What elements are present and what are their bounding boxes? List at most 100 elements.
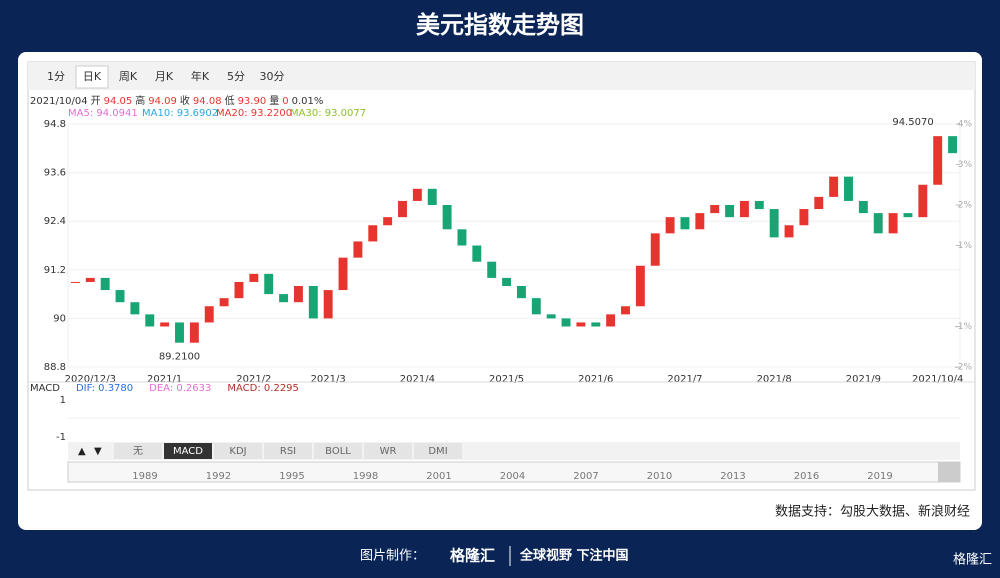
macd-label: DIF: 0.3780 (76, 383, 133, 394)
timeline-label: 2007 (573, 471, 598, 482)
ma-label: MA20: 93.2200 (216, 108, 292, 119)
candle (621, 306, 630, 315)
footer-logo: 格隆汇 (953, 552, 992, 568)
candle (145, 314, 155, 327)
x-tick-label: 2021/1 (147, 374, 182, 385)
next-button[interactable]: ▼ (94, 446, 102, 457)
footer-brand: 格隆汇 (450, 547, 495, 565)
candle (873, 213, 883, 234)
indicator-tab (114, 443, 162, 459)
candle (204, 306, 214, 323)
quote-item: 低 (225, 94, 235, 107)
candle (398, 200, 407, 218)
candle (635, 265, 645, 307)
indicator-tab-label[interactable]: DMI (428, 446, 447, 457)
candle (338, 257, 348, 291)
quote-item: 收 (180, 94, 190, 107)
y2-tick-label: 4% (958, 120, 973, 130)
indicator-tab-active (164, 443, 212, 459)
candle (487, 261, 497, 278)
x-tick-label: 2021/10/4 (912, 374, 963, 385)
tab[interactable]: 1分 (47, 70, 65, 83)
candle (561, 318, 571, 327)
indicator-tab-label[interactable]: KDJ (229, 446, 246, 457)
title: 美元指数走势图 (416, 11, 584, 39)
candle (814, 196, 824, 210)
candle (531, 298, 541, 315)
quote-item: 2021/10/04 (30, 96, 88, 107)
quote-item: 94.09 (148, 96, 177, 107)
macd-label: DEA: 0.2633 (149, 383, 211, 394)
source: 数据支持：勾股大数据、新浪财经 (775, 504, 970, 520)
candle (115, 290, 125, 303)
candle (502, 277, 512, 286)
ma-label: MA5: 94.0941 (68, 108, 138, 119)
indicator-tab (214, 443, 262, 459)
ma-label: MA10: 93.6902 (142, 108, 218, 119)
y2-tick-label: 2% (958, 201, 973, 211)
tab[interactable]: 日K (83, 70, 102, 83)
candle (710, 205, 720, 214)
candle (650, 233, 660, 266)
candle (85, 277, 95, 282)
prev-button[interactable]: ▲ (78, 446, 86, 457)
y-tick-label: 93.6 (44, 168, 66, 179)
candle (799, 209, 809, 226)
macd-tick: 1 (60, 395, 66, 406)
indicator-tab-label[interactable]: BOLL (325, 446, 351, 457)
candle (680, 217, 690, 230)
tab[interactable]: 30分 (260, 70, 285, 83)
candle (754, 200, 764, 210)
timeline-handle[interactable] (938, 462, 960, 482)
timeline-label: 1989 (132, 471, 157, 482)
y-tick-label: 91.2 (44, 265, 66, 276)
candle (323, 290, 333, 319)
candle (769, 209, 779, 238)
quote-item: 94.05 (104, 96, 133, 107)
candle (308, 286, 318, 319)
annotation-low: 89.2100 (159, 352, 200, 363)
ma-label: MA30: 93.0077 (290, 108, 366, 119)
footer-slogan: 全球视野 下注中国 (519, 548, 629, 564)
y-tick-label: 94.8 (44, 119, 66, 130)
tab-bar (28, 62, 975, 90)
x-tick-label: 2021/6 (578, 374, 613, 385)
candle (427, 188, 437, 205)
tab[interactable]: 5分 (227, 70, 245, 83)
candle (546, 314, 556, 319)
y2-tick-label: 1% (958, 241, 973, 251)
x-tick-label: 2020/12/3 (65, 374, 116, 385)
candle (665, 217, 675, 234)
macd-label: MACD (30, 383, 60, 394)
quote-item: 93.90 (238, 96, 267, 107)
candle (353, 241, 363, 258)
tab[interactable]: 年K (191, 69, 210, 83)
candle (784, 225, 794, 238)
x-tick-label: 2021/9 (846, 374, 881, 385)
candle (695, 213, 705, 230)
macd-label: MACD: 0.2295 (227, 383, 299, 394)
indicator-tab-label[interactable]: MACD (173, 446, 203, 457)
candle (591, 322, 601, 327)
y2-tick-label: -1% (954, 322, 972, 332)
tab[interactable]: 周K (119, 70, 138, 83)
candle (368, 225, 378, 242)
indicator-tab (414, 443, 462, 459)
indicator-tab-label[interactable]: WR (380, 446, 397, 457)
indicator-tab-label[interactable]: 无 (133, 446, 143, 457)
quote-item: 0 (282, 96, 288, 107)
indicator-tab (264, 443, 312, 459)
indicator-tab-label[interactable]: RSI (280, 446, 296, 457)
candle (249, 273, 259, 282)
tab[interactable]: 月K (155, 70, 174, 83)
candle (264, 273, 274, 295)
footer (0, 536, 1000, 578)
timeline-label: 2016 (794, 471, 819, 482)
candle (739, 200, 749, 218)
candle (279, 294, 289, 303)
candle (100, 277, 110, 291)
candle (516, 286, 526, 299)
candle (442, 205, 452, 230)
quote-item: 量 (269, 95, 279, 107)
y-tick-label: 92.4 (44, 216, 66, 227)
